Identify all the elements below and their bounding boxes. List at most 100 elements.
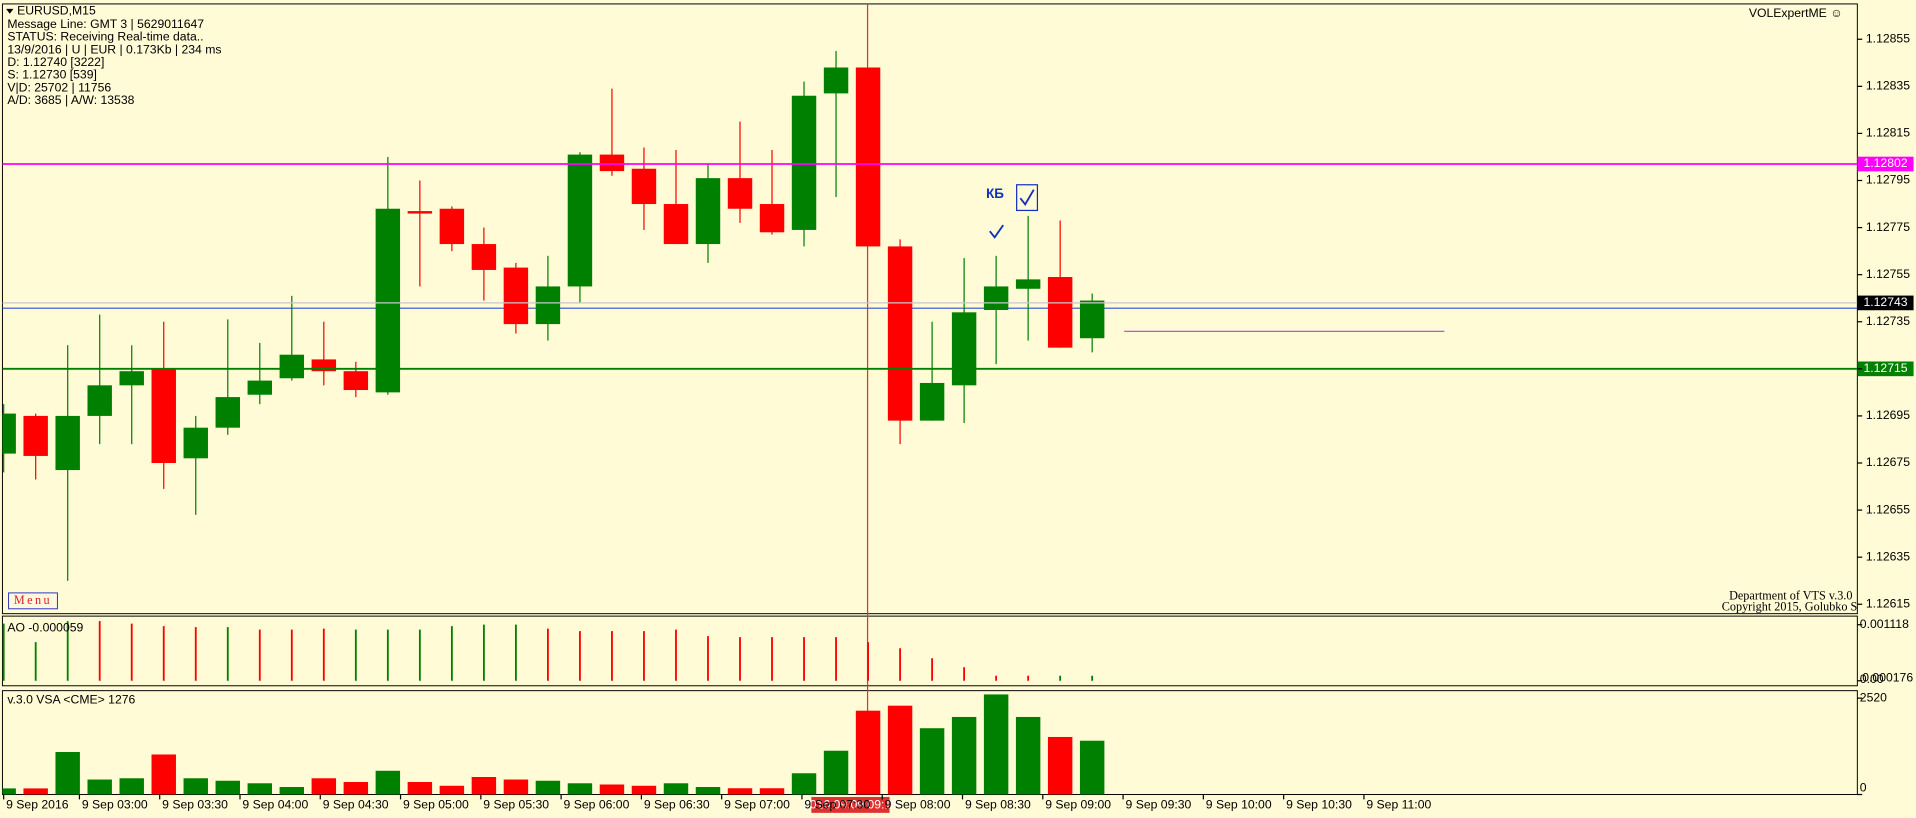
candle-body: [983, 286, 1009, 310]
volume-bars: [2, 694, 1105, 795]
volume-title: v.3.0 VSA <CME> 1276: [7, 693, 135, 707]
brand: VOLExpertME ☺: [1749, 6, 1843, 20]
y-tick-label: 0: [1860, 781, 1867, 795]
candle-body: [855, 67, 881, 247]
price-badge-label: 1.12802: [1863, 156, 1907, 170]
candle-body: [55, 415, 80, 471]
volume-bar: [247, 783, 273, 795]
volume-bar: [87, 779, 112, 795]
candle-body: [343, 371, 369, 391]
x-tick-label: 9 Sep 11:00: [1366, 798, 1431, 812]
annotation: КБ: [986, 186, 1004, 201]
footer-line: Copyright 2015, Golubko S: [1722, 599, 1858, 613]
price-badge: [1857, 156, 1914, 172]
ao-value-badge: 0.000176: [1862, 671, 1913, 685]
y-tick-label: 1.12675: [1866, 455, 1910, 469]
x-tick-label: 9 Sep 07:00: [724, 798, 790, 812]
y-tick-label: 0.00: [1860, 672, 1884, 686]
y-tick-label: 1.12835: [1866, 79, 1910, 93]
x-tick-label: 9 Sep 03:00: [82, 798, 148, 812]
price-badge-label: 1.12743: [1863, 295, 1907, 309]
x-tick-label: 9 Sep 10:00: [1206, 798, 1272, 812]
volume-bar: [855, 710, 881, 795]
volume-bar: [823, 750, 849, 795]
volume-bar: [311, 778, 337, 795]
ao-bars: [2, 621, 1094, 681]
candle-body: [471, 244, 497, 270]
x-tick-label: 9 Sep 05:00: [403, 798, 469, 812]
candle-body: [663, 204, 689, 245]
candle-body: [247, 380, 273, 395]
candle-body: [695, 178, 721, 245]
volume-bar: [407, 782, 433, 795]
menu-label[interactable]: Menu: [14, 593, 52, 607]
candle-body: [791, 95, 817, 230]
y-tick-label: 1.12635: [1866, 549, 1910, 563]
volume-bar: [503, 779, 529, 795]
y-tick-label: 0.001118: [1860, 617, 1909, 631]
y-tick-label: 1.12615: [1866, 596, 1910, 610]
volume-bar: [759, 788, 785, 795]
candle-body: [23, 415, 48, 456]
volume-bar: [183, 778, 208, 795]
volume-bar: [215, 780, 240, 795]
candle-body: [215, 397, 240, 428]
volume-bar: [119, 778, 144, 795]
crosshair-badge: [811, 796, 890, 813]
volume-bar: [1047, 736, 1073, 795]
volume-bar: [375, 770, 401, 795]
price-badge-label: 1.12715: [1863, 361, 1907, 375]
x-tick-label: 9 Sep 06:30: [644, 798, 710, 812]
footer-line: Department of VTS v.3.0: [1729, 588, 1852, 602]
menu-button[interactable]: [8, 592, 58, 610]
y-tick-label: 1.12735: [1866, 314, 1910, 328]
y-tick-label: 1.12815: [1866, 126, 1910, 140]
x-tick-label: 9 Sep 04:30: [323, 798, 389, 812]
candle-body: [151, 368, 176, 464]
volume-bar: [791, 773, 817, 795]
volume-bar: [1015, 716, 1041, 795]
volume-bar: [1079, 740, 1105, 795]
info-line: STATUS: Receiving Real-time data..: [7, 30, 203, 44]
volume-bar: [279, 787, 305, 795]
volume-bar: [695, 787, 721, 795]
volume-bar: [535, 780, 561, 795]
candle-body: [759, 204, 785, 233]
x-tick-label: 9 Sep 06:00: [564, 798, 630, 812]
y-tick-label: 1.12795: [1866, 173, 1910, 187]
check-icon: [989, 224, 1004, 239]
candle-body: [2, 413, 16, 454]
volume-bar: [887, 705, 913, 795]
ao-panel: [1, 615, 1858, 687]
volume-bar: [439, 785, 465, 795]
x-tick-label: 9 Sep 08:30: [965, 798, 1031, 812]
x-tick-label: 9 Sep 03:30: [162, 798, 228, 812]
y-tick-label: 2520: [1860, 690, 1887, 704]
info-line: A/D: 3685 | A/W: 13538: [7, 93, 134, 107]
check-icon: [1019, 189, 1035, 206]
overlays: EURUSD,M15 VOLExpertME ☺ Menu Department…: [6, 3, 1914, 813]
volume-bar: [599, 784, 625, 795]
y-tick-label: 1.12775: [1866, 220, 1910, 234]
volume-bar: [919, 728, 945, 795]
candle-body: [599, 154, 625, 172]
symbol-title: EURUSD,M15: [17, 3, 96, 17]
candle-body: [279, 354, 305, 379]
candle-body: [119, 371, 144, 386]
info-line: D: 1.12740 [3222]: [7, 55, 104, 69]
y-tick-label: 1.12755: [1866, 267, 1910, 281]
candle-body: [1047, 277, 1073, 348]
x-tick-label: 9 Sep 09:30: [1126, 798, 1192, 812]
candles: [2, 51, 1858, 581]
candle-body: [823, 67, 849, 94]
candle-body: [1079, 300, 1105, 339]
candle-body: [727, 178, 753, 209]
x-tick-label: 9 Sep 05:30: [483, 798, 549, 812]
candle-body: [439, 208, 465, 245]
candle-body: [567, 154, 593, 287]
candle-body: [951, 312, 977, 386]
info-line: S: 1.12730 [539]: [7, 68, 97, 82]
volume-bar: [951, 716, 977, 795]
